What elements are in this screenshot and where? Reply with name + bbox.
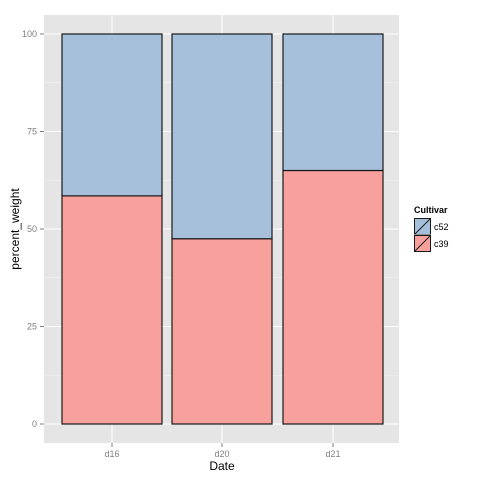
bar-d21-c52 (282, 33, 384, 172)
x-axis-title: Date (209, 459, 235, 473)
bars (61, 33, 384, 425)
legend-title: Cultivar (414, 205, 448, 215)
bar-d16-c52 (61, 33, 163, 197)
bar-d16-c39 (61, 195, 163, 425)
y-axis-title: percent_weight (8, 188, 22, 270)
x-tick-label: d16 (104, 449, 119, 459)
y-tick-label: 25 (27, 322, 37, 332)
y-tick-label: 50 (27, 224, 37, 234)
legend-label-c39: c39 (434, 239, 449, 249)
legend-swatch-slash (414, 235, 431, 252)
y-tick-label: 100 (22, 29, 37, 39)
legend-label-c52: c52 (434, 222, 449, 232)
x-tick-label: d21 (325, 449, 340, 459)
x-axis: d16 d20 d21 (104, 443, 341, 459)
bar-d20-c52 (171, 33, 273, 240)
bar-d20-c39 (171, 238, 273, 425)
legend: Cultivar c52 c39 (413, 205, 449, 253)
y-tick-label: 0 (32, 419, 37, 429)
y-tick-label: 75 (27, 127, 37, 137)
bar-d21-c39 (282, 169, 384, 425)
legend-swatch-slash (414, 218, 431, 235)
y-axis: 0 25 50 75 100 (22, 29, 44, 429)
x-tick-label: d20 (214, 449, 229, 459)
